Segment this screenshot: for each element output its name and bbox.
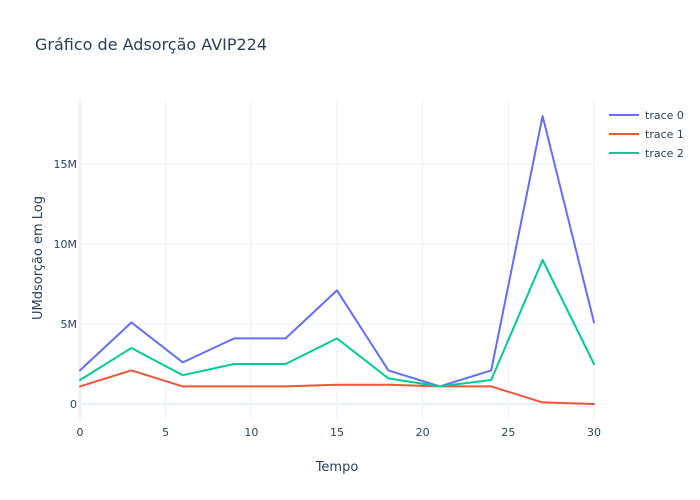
series-line-0[interactable]: [79, 115, 595, 388]
y-axis-title: UMdsorção em Log: [31, 196, 46, 320]
legend-label: trace 0: [645, 109, 684, 122]
legend-item[interactable]: trace 2: [609, 147, 684, 160]
series-line-2[interactable]: [79, 259, 595, 388]
legend-label: trace 2: [645, 147, 684, 160]
x-tick-label: 25: [501, 426, 515, 439]
x-tick-label: 0: [77, 426, 84, 439]
y-tick-label: 5M: [61, 318, 78, 331]
legend-item[interactable]: trace 1: [609, 128, 684, 141]
x-tick-label: 10: [244, 426, 258, 439]
legend: trace 0 trace 1 trace 2: [609, 109, 684, 160]
legend-item[interactable]: trace 0: [609, 109, 684, 122]
y-tick-label: 15M: [54, 158, 78, 171]
grid-lines: [79, 100, 595, 420]
chart-title: Gráfico de Adsorção AVIP224: [35, 35, 267, 54]
x-tick-label: 30: [587, 426, 601, 439]
series-line-1[interactable]: [79, 369, 595, 405]
x-tick-label: 5: [162, 426, 169, 439]
x-axis-title: Tempo: [315, 460, 359, 475]
y-tick-label: 0: [70, 398, 77, 411]
y-tick-label: 10M: [54, 238, 78, 251]
series-lines: [79, 115, 595, 405]
x-tick-label: 15: [330, 426, 344, 439]
x-axis-ticks: 0 5 10 15 20 25 30: [77, 426, 602, 439]
legend-label: trace 1: [645, 128, 684, 141]
y-axis-ticks: 0 5M 10M 15M: [54, 158, 78, 411]
x-tick-label: 20: [416, 426, 430, 439]
